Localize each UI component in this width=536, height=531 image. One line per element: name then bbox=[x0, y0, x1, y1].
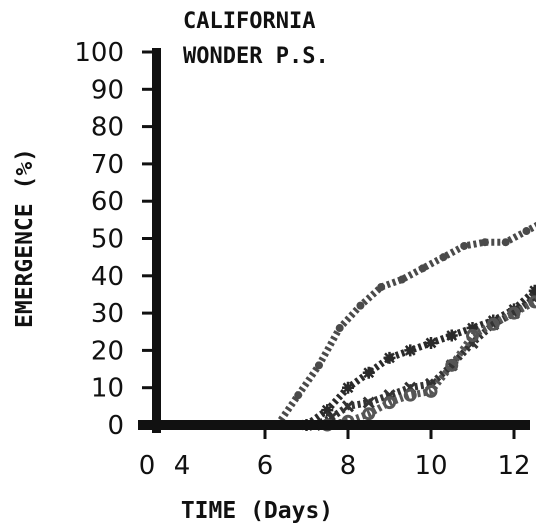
series-2-point bbox=[362, 366, 375, 379]
title-line-2: WONDER P.S. bbox=[183, 44, 329, 69]
x-tick-label: 12 bbox=[497, 451, 530, 481]
series-3 bbox=[308, 292, 536, 432]
series-1-point bbox=[314, 361, 323, 370]
y-tick-label: 40 bbox=[91, 262, 124, 292]
series-1-point bbox=[480, 238, 489, 247]
series-layer bbox=[273, 221, 536, 432]
title-line-1: CALIFORNIA bbox=[183, 9, 315, 34]
series-4-point bbox=[362, 407, 376, 421]
y-tick-label: 90 bbox=[91, 75, 124, 105]
y-axis-line bbox=[152, 48, 161, 433]
y-tick-label: 70 bbox=[91, 150, 124, 180]
series-2-point bbox=[466, 322, 479, 335]
axes-layer bbox=[138, 48, 530, 439]
series-1-point bbox=[377, 282, 386, 291]
series-2-line bbox=[304, 283, 536, 428]
x-tick-label: 10 bbox=[414, 451, 447, 481]
series-1-point bbox=[460, 241, 469, 250]
series-1-line bbox=[274, 221, 536, 427]
y-tick-label: 60 bbox=[91, 187, 124, 217]
x-tick-label: 6 bbox=[257, 451, 274, 481]
y-axis-label: EMERGENCE (%) bbox=[12, 148, 38, 328]
series-3-point bbox=[341, 400, 355, 413]
x-tick-label: 4 bbox=[174, 451, 191, 481]
series-4-point bbox=[528, 295, 536, 309]
series-1-point bbox=[522, 227, 531, 236]
series-1-point bbox=[356, 301, 365, 310]
series-4-point bbox=[466, 328, 479, 342]
series-2-point bbox=[404, 344, 417, 357]
x-axis-line bbox=[138, 420, 530, 430]
series-4-point bbox=[403, 388, 417, 402]
series-2 bbox=[300, 283, 536, 431]
series-2-point bbox=[342, 381, 354, 394]
y-tick-labels: 0 10 20 30 40 50 60 70 80 90 100 bbox=[74, 38, 124, 441]
series-1-point bbox=[335, 324, 344, 333]
series-4-point bbox=[486, 317, 500, 331]
series-2-point bbox=[383, 351, 396, 364]
y-tick-label: 30 bbox=[91, 299, 124, 329]
series-4-point bbox=[383, 396, 396, 410]
series-2-point bbox=[528, 284, 536, 297]
series-4-point bbox=[445, 358, 459, 372]
series-1 bbox=[273, 221, 536, 429]
series-3-point bbox=[362, 396, 375, 409]
series-2-point bbox=[445, 329, 458, 342]
x-tick-labels: 0 4 6 8 10 12 bbox=[139, 451, 531, 481]
series-4-point bbox=[424, 384, 438, 398]
series-4-point bbox=[507, 306, 521, 320]
series-2-point bbox=[321, 404, 334, 417]
x-tick-label: 0 bbox=[139, 451, 156, 481]
series-2-point bbox=[425, 336, 437, 349]
y-tick-label: 100 bbox=[74, 38, 124, 68]
y-tick-label: 20 bbox=[91, 336, 124, 366]
y-tick-label: 80 bbox=[91, 113, 124, 143]
series-1-point bbox=[397, 275, 406, 284]
chart-title: CALIFORNIA WONDER P.S. bbox=[183, 9, 329, 69]
y-tick-label: 10 bbox=[91, 374, 124, 404]
y-tick-label: 50 bbox=[91, 225, 124, 255]
x-axis-label: TIME (Days) bbox=[181, 498, 333, 524]
series-1-point bbox=[294, 391, 303, 400]
series-1-point bbox=[439, 253, 448, 262]
x-tick-label: 8 bbox=[340, 451, 357, 481]
y-tick-marks bbox=[142, 50, 156, 427]
series-1-point bbox=[418, 264, 427, 273]
y-tick-label: 0 bbox=[107, 411, 124, 441]
x-tick-marks bbox=[263, 425, 516, 439]
series-1-point bbox=[501, 238, 510, 247]
